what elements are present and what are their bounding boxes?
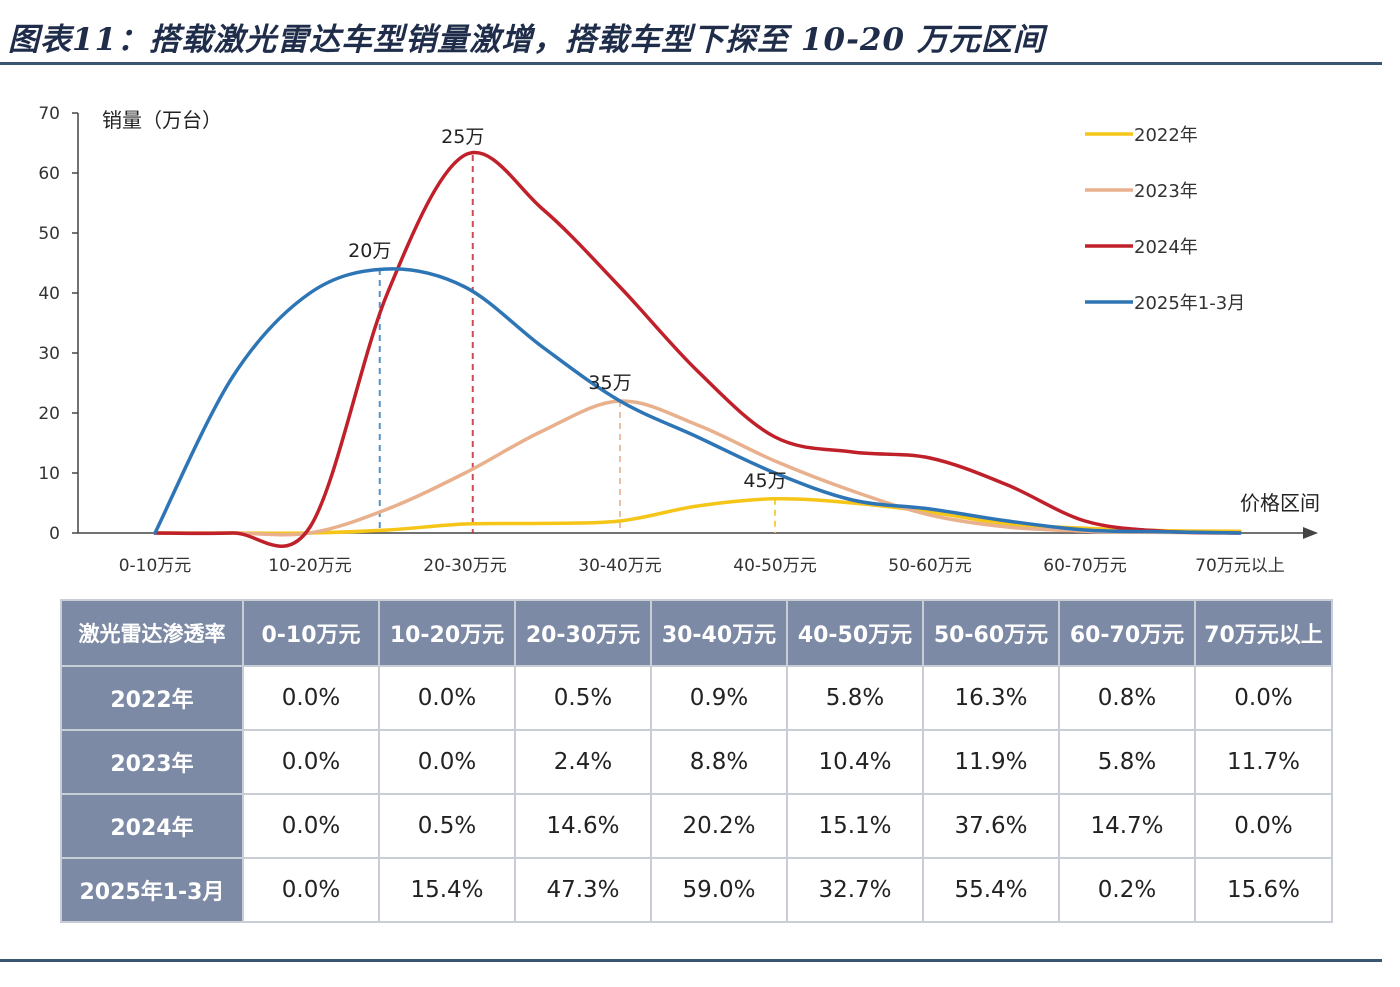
x-category-label: 50-60万元 <box>888 556 971 576</box>
y-tick-label-60: 60 <box>38 164 60 184</box>
annotation-label: 35万 <box>588 372 631 394</box>
table-cell: 0.5% <box>378 793 516 859</box>
table-cell: 5.8% <box>1058 729 1196 795</box>
x-axis-arrow <box>1303 527 1318 539</box>
chart-legend: 2022年 2023年 2024年 2025年1-3月 <box>1085 125 1245 314</box>
table-cell: 47.3% <box>514 857 652 923</box>
x-category-label: 70万元以上 <box>1195 556 1285 576</box>
x-category-label: 0-10万元 <box>119 556 192 576</box>
table-cell: 0.9% <box>650 665 788 731</box>
table-cell: 15.1% <box>786 793 924 859</box>
table-cell: 0.8% <box>1058 665 1196 731</box>
x-category-label: 30-40万元 <box>578 556 661 576</box>
legend-label-1: 2023年 <box>1134 181 1198 202</box>
table-corner-header: 激光雷达渗透率 <box>60 599 244 667</box>
table-cell: 0.2% <box>1058 857 1196 923</box>
table-cell: 59.0% <box>650 857 788 923</box>
table-cell: 20.2% <box>650 793 788 859</box>
table-row-header: 2024年 <box>60 793 244 859</box>
y-tick-label-50: 50 <box>38 224 60 244</box>
table-cell: 55.4% <box>922 857 1060 923</box>
table-cell: 0.0% <box>242 793 380 859</box>
chart-axes: 0 10 20 30 40 50 60 70 0-10万元 10-20万元 20-30万元 30-40… <box>38 104 1320 576</box>
table-column-header: 50-60万元 <box>922 599 1060 667</box>
table-cell: 11.9% <box>922 729 1060 795</box>
table-cell: 15.6% <box>1194 857 1333 923</box>
y-tick-label-40: 40 <box>38 284 60 304</box>
y-tick-label-20: 20 <box>38 404 60 424</box>
bottom-rule <box>0 959 1382 962</box>
top-rule <box>0 62 1382 65</box>
legend-label-2: 2024年 <box>1134 237 1198 258</box>
legend-label-3: 2025年1-3月 <box>1134 293 1245 314</box>
table-cell: 5.8% <box>786 665 924 731</box>
series-line-1 <box>153 399 1242 537</box>
series-lines <box>153 150 1242 548</box>
table-cell: 0.5% <box>514 665 652 731</box>
table-column-header: 60-70万元 <box>1058 599 1196 667</box>
table-cell: 15.4% <box>378 857 516 923</box>
table-cell: 14.7% <box>1058 793 1196 859</box>
table-cell: 0.0% <box>1194 665 1333 731</box>
table-cell: 14.6% <box>514 793 652 859</box>
table-column-header: 40-50万元 <box>786 599 924 667</box>
y-tick-label-30: 30 <box>38 344 60 364</box>
table-cell: 0.0% <box>242 665 380 731</box>
table-cell: 0.0% <box>378 729 516 795</box>
table-cell: 11.7% <box>1194 729 1333 795</box>
legend-label-0: 2022年 <box>1134 125 1198 146</box>
table-cell: 10.4% <box>786 729 924 795</box>
table-header-row: 激光雷达渗透率 0-10万元 10-20万元 20-30万元 30-40万元 40-50万… <box>60 599 1333 667</box>
table-row: 2023年 0.0% 0.0% 2.4% 8.8% 10.4% 11.9% 5.8% 11.7% <box>60 729 1333 795</box>
table-cell: 0.0% <box>378 665 516 731</box>
table-row: 2022年 0.0% 0.0% 0.5% 0.9% 5.8% 16.3% 0.8% 0.0% <box>60 665 1333 731</box>
annotation-label: 25万 <box>441 126 484 148</box>
table-column-header: 70万元以上 <box>1194 599 1333 667</box>
annotation-guides <box>378 155 776 533</box>
y-axis-title: 销量（万台） <box>102 108 222 132</box>
sales-line-chart: 0 10 20 30 40 50 60 70 0-10万元 10-20万元 20-30万元 30-40… <box>38 104 1320 576</box>
table-column-header: 30-40万元 <box>650 599 788 667</box>
annotation-label: 20万 <box>348 240 391 262</box>
table-cell: 32.7% <box>786 857 924 923</box>
table-row-header: 2023年 <box>60 729 244 795</box>
x-category-label: 40-50万元 <box>733 556 816 576</box>
annotation-labels: 20万 25万 35万 45万 <box>348 126 786 492</box>
table-cell: 2.4% <box>514 729 652 795</box>
annotation-label: 45万 <box>743 470 786 492</box>
table-row-header: 2022年 <box>60 665 244 731</box>
table-column-header: 10-20万元 <box>378 599 516 667</box>
table-row: 2025年1-3月 0.0% 15.4% 47.3% 59.0% 32.7% 55.4% 0.… <box>60 857 1333 923</box>
x-category-label: 20-30万元 <box>423 556 506 576</box>
table-cell: 8.8% <box>650 729 788 795</box>
table-cell: 16.3% <box>922 665 1060 731</box>
series-line-2 <box>153 150 1242 548</box>
penetration-table: 激光雷达渗透率 0-10万元 10-20万元 20-30万元 30-40万元 40-50万… <box>60 599 1333 923</box>
table-cell: 0.0% <box>1194 793 1333 859</box>
table-cell: 37.6% <box>922 793 1060 859</box>
figure-title: 图表11：搭载激光雷达车型销量激增，搭载车型下探至 10-20 万元区间 <box>8 22 1045 58</box>
table-row: 2024年 0.0% 0.5% 14.6% 20.2% 15.1% 37.6% 14.7% 0.… <box>60 793 1333 859</box>
table-cell: 0.0% <box>242 857 380 923</box>
y-tick-label-0: 0 <box>49 524 60 544</box>
x-category-label: 60-70万元 <box>1043 556 1126 576</box>
table-column-header: 0-10万元 <box>242 599 380 667</box>
table-body: 2022年 0.0% 0.0% 0.5% 0.9% 5.8% 16.3% 0.8% 0.0% 20… <box>60 665 1333 923</box>
table-column-header: 20-30万元 <box>514 599 652 667</box>
y-tick-label-10: 10 <box>38 464 60 484</box>
x-category-label: 10-20万元 <box>268 556 351 576</box>
x-axis-title: 价格区间 <box>1240 491 1320 515</box>
series-line-3 <box>153 267 1242 535</box>
table-cell: 0.0% <box>242 729 380 795</box>
y-tick-label-70: 70 <box>38 104 60 124</box>
table-row-header: 2025年1-3月 <box>60 857 244 923</box>
